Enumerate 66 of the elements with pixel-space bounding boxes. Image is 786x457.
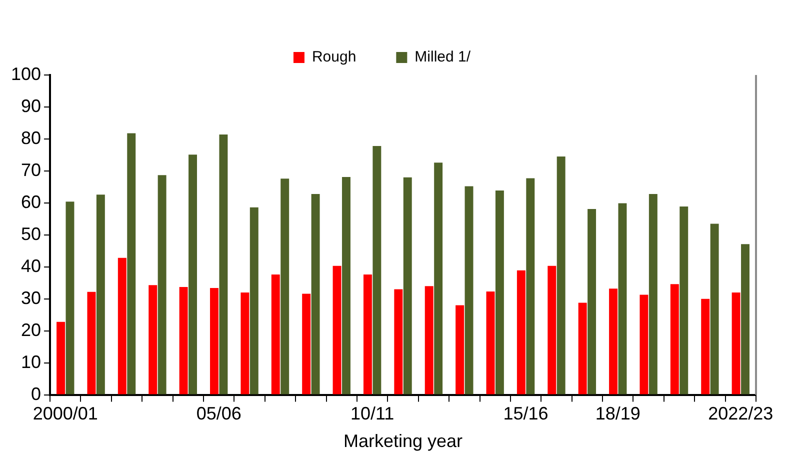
bar	[250, 207, 258, 394]
legend-label: Milled 1/	[414, 48, 472, 66]
bar	[434, 162, 443, 394]
y-tick-label: 60	[21, 192, 42, 212]
bar	[609, 288, 618, 394]
y-tick-label: 50	[21, 224, 42, 244]
bar	[148, 285, 158, 394]
x-tick-label: 15/16	[503, 404, 548, 424]
bar	[701, 298, 710, 394]
x-tick-label: 10/11	[350, 404, 394, 424]
y-tick-label: 100	[10, 64, 42, 84]
bar	[548, 266, 556, 394]
x-axis-title: Marketing year	[343, 431, 463, 452]
bar	[179, 287, 188, 394]
bar	[710, 224, 719, 394]
bar	[640, 294, 648, 394]
bar	[578, 302, 587, 394]
bar	[271, 274, 280, 394]
y-tick-label: 30	[21, 288, 42, 308]
legend-label: Rough	[312, 48, 356, 66]
bar	[188, 154, 197, 394]
bar	[588, 208, 596, 394]
bar	[342, 177, 350, 394]
bar	[240, 292, 250, 394]
bar	[648, 194, 658, 394]
y-tick-label: 0	[31, 384, 42, 404]
bar	[732, 292, 740, 394]
x-tick-label: 2022/23	[708, 404, 774, 424]
y-tick-label: 70	[21, 160, 42, 180]
y-tick-label: 10	[21, 352, 42, 372]
y-tick-label: 80	[21, 128, 42, 148]
bar	[219, 134, 228, 394]
bar	[456, 305, 464, 394]
x-tick-label: 2000/01	[32, 404, 98, 424]
bar	[210, 288, 218, 394]
bar	[403, 177, 412, 394]
bar	[394, 289, 403, 394]
bar	[424, 286, 434, 394]
bar	[372, 146, 382, 394]
bar	[516, 270, 526, 394]
x-tick-label: 18/19	[595, 404, 640, 424]
bar	[363, 274, 372, 394]
bar	[556, 156, 566, 394]
bar	[495, 190, 504, 394]
bar	[56, 322, 66, 394]
bar	[158, 175, 166, 394]
x-tick-label: 05/06	[196, 404, 242, 424]
y-tick-label: 90	[21, 96, 42, 116]
y-tick-label: 40	[21, 256, 42, 276]
bar	[66, 202, 74, 394]
bar	[280, 178, 290, 394]
bar	[680, 206, 688, 394]
bar	[618, 203, 627, 394]
bar	[96, 194, 105, 394]
bar	[486, 292, 495, 394]
bar	[118, 258, 126, 394]
bar	[741, 244, 750, 394]
bar	[670, 284, 679, 394]
bar	[526, 178, 535, 394]
y-tick-label: 20	[21, 320, 42, 340]
bar	[127, 133, 136, 394]
bar	[332, 266, 342, 394]
bar	[464, 186, 474, 394]
bar	[87, 292, 96, 394]
bar	[311, 194, 320, 394]
bar	[302, 294, 311, 394]
